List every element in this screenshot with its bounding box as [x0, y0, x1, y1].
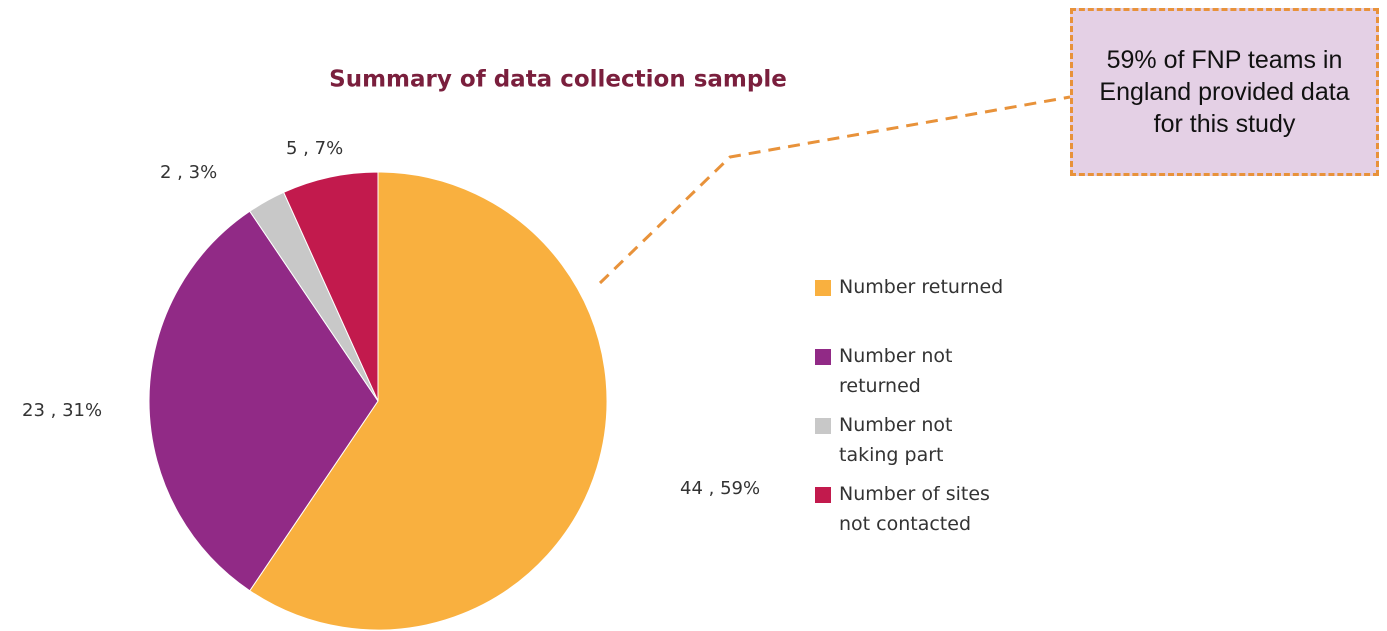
data-label: 2 , 3%: [160, 162, 218, 183]
annotation-box: 59% of FNP teams in England provided dat…: [1070, 8, 1379, 176]
legend-entry: Number of sites not contacted: [815, 483, 1004, 539]
legend-swatch: [815, 349, 831, 365]
legend-entry: Number not returned: [815, 345, 1004, 401]
legend-swatch: [815, 487, 831, 503]
legend-swatch: [815, 418, 831, 434]
data-label: 23 , 31%: [22, 400, 103, 421]
legend-label: Number of sites not contacted: [839, 483, 990, 535]
legend-label: Number not returned: [839, 345, 953, 397]
pie-slice: [283, 171, 379, 402]
pie-slice: [249, 171, 608, 631]
data-label: 5 , 7%: [286, 138, 344, 159]
annotation: 59% of FNP teams in England provided dat…: [1099, 46, 1350, 138]
legend-label: Number not taking part: [839, 414, 953, 466]
legend-label: Number returned: [839, 276, 1004, 298]
callout-line: [598, 95, 1071, 285]
legend-swatch: [815, 280, 831, 296]
legend-entry: Number not taking part: [815, 414, 1004, 470]
legend-entry: Number returned: [815, 276, 1004, 302]
pie-slice: [148, 210, 379, 592]
data-label: 44 , 59%: [680, 478, 761, 499]
chart-title: Summary of data collection sample: [329, 67, 787, 93]
